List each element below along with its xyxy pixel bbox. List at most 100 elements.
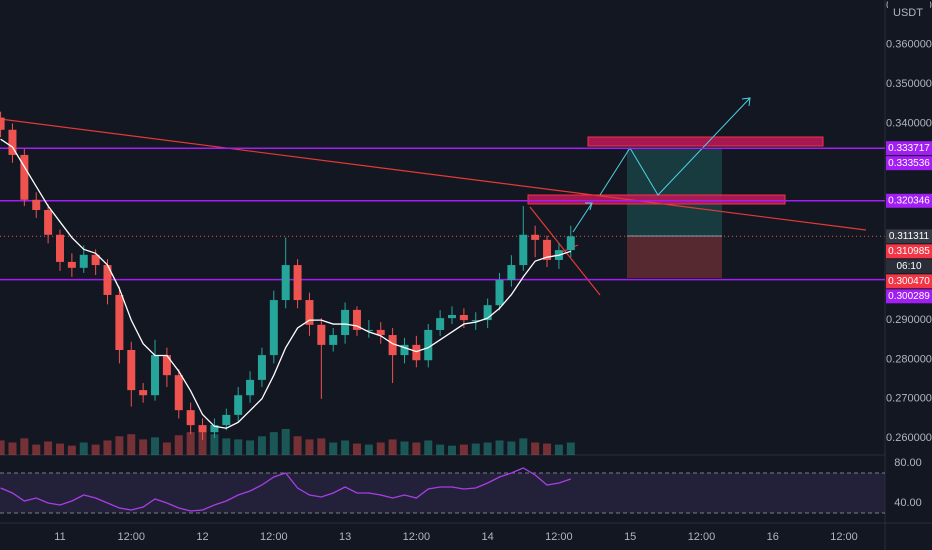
x-tick-label: 13: [339, 531, 351, 543]
volume-bar: [412, 442, 421, 455]
volume-bar: [186, 432, 195, 455]
candle-body: [103, 265, 112, 295]
volume-bar: [79, 442, 88, 455]
volume-bar: [471, 443, 480, 455]
price-badge-label: 0.310985: [888, 246, 930, 257]
x-tick-label: 12:00: [688, 531, 716, 543]
candle-body: [400, 344, 409, 356]
candle-body: [436, 318, 445, 330]
volume-bar: [151, 437, 160, 455]
candle-body: [0, 117, 5, 130]
candle-body: [151, 355, 160, 396]
rsi-line: [0, 467, 572, 512]
candle-body: [364, 329, 373, 331]
price-badge-label: 0.300470: [888, 276, 930, 287]
candle-body: [459, 315, 468, 321]
volume-bar: [55, 443, 64, 455]
x-tick-label: 11: [54, 531, 65, 543]
volume-bar: [127, 434, 136, 455]
trendline: [0, 118, 867, 231]
candle-body: [531, 234, 540, 240]
volume-bar: [269, 432, 278, 455]
candle-body: [174, 375, 183, 411]
volume-bar: [103, 440, 112, 455]
volume-bar: [67, 445, 76, 455]
price-badge-label: 06:10: [896, 261, 921, 272]
volume-bar: [0, 440, 5, 455]
candle-body: [20, 154, 29, 200]
x-tick-label: 12:00: [117, 531, 145, 543]
price-badge: [886, 156, 932, 171]
volume-bar: [352, 443, 361, 455]
projection-arrow: [572, 202, 593, 233]
candle-body: [329, 335, 338, 345]
candle-body: [448, 315, 457, 319]
x-tick-label: 16: [767, 531, 779, 543]
volume-bar: [139, 439, 148, 455]
y-tick-label: 0.260000: [886, 432, 932, 444]
volume-bar: [8, 442, 17, 455]
volume-bar: [483, 442, 492, 455]
x-tick-label: 12:00: [545, 531, 573, 543]
volume-bar: [507, 441, 516, 455]
candle-body: [198, 425, 207, 433]
x-tick-label: 12:00: [260, 531, 288, 543]
volume-bar: [329, 442, 338, 455]
x-tick-label: 12:00: [403, 531, 431, 543]
volume-bar: [448, 445, 457, 455]
candle-body: [269, 300, 278, 356]
candle-body: [543, 239, 552, 260]
volume-bar: [115, 436, 124, 455]
volume-bar: [257, 436, 266, 455]
price-badge: [886, 244, 932, 259]
currency-box: [888, 1, 930, 21]
candle-body: [281, 265, 290, 301]
candle-body: [305, 300, 314, 325]
volume-bar: [317, 438, 326, 455]
candle-body: [91, 254, 100, 266]
moving-average: [0, 138, 571, 429]
volume-bar: [341, 440, 350, 455]
volume-bar: [436, 444, 445, 455]
volume-bar: [495, 440, 504, 455]
volume-bar: [531, 442, 540, 455]
price-badge: [886, 193, 932, 208]
y-tick-label: 0.350000: [886, 78, 932, 90]
y-tick-label: 0.270000: [886, 393, 932, 405]
volume-bar: [519, 438, 528, 455]
price-badge-label: 0.311311: [889, 231, 930, 242]
loss-zone: [627, 236, 722, 278]
volume-bar: [222, 438, 231, 455]
candle-body: [412, 344, 421, 361]
volume-bar: [459, 444, 468, 455]
candle-body: [44, 210, 53, 235]
candle-body: [257, 355, 266, 380]
x-tick-label: 12:00: [830, 531, 858, 543]
volume-bar: [174, 435, 183, 455]
candle-body: [341, 309, 350, 336]
y-tick-label: 0.290000: [886, 314, 932, 326]
candle-body: [519, 234, 528, 266]
candle-body: [139, 390, 148, 396]
y-tick-label: 0.280000: [886, 353, 932, 365]
candle-body: [67, 261, 76, 268]
volume-bar: [44, 441, 53, 455]
price-badge: [886, 229, 932, 244]
candle-body: [471, 320, 480, 322]
volume-bar: [543, 443, 552, 455]
price-badge: [886, 289, 932, 304]
price-badge: [886, 259, 932, 274]
volume-bar: [293, 436, 302, 455]
candle-body: [293, 265, 302, 301]
y-tick-label: 0.340000: [886, 117, 932, 129]
candle-body: [483, 305, 492, 321]
volume-bar: [305, 439, 314, 455]
volume-bar: [234, 439, 243, 455]
x-tick-label: 14: [482, 531, 494, 543]
candle-body: [317, 324, 326, 345]
rsi-tick-label: 80.00: [894, 457, 922, 469]
volume-bar: [400, 441, 409, 455]
price-badge-label: 0.300289: [888, 291, 930, 302]
candle-body: [388, 335, 397, 356]
volume-bar: [198, 430, 207, 455]
